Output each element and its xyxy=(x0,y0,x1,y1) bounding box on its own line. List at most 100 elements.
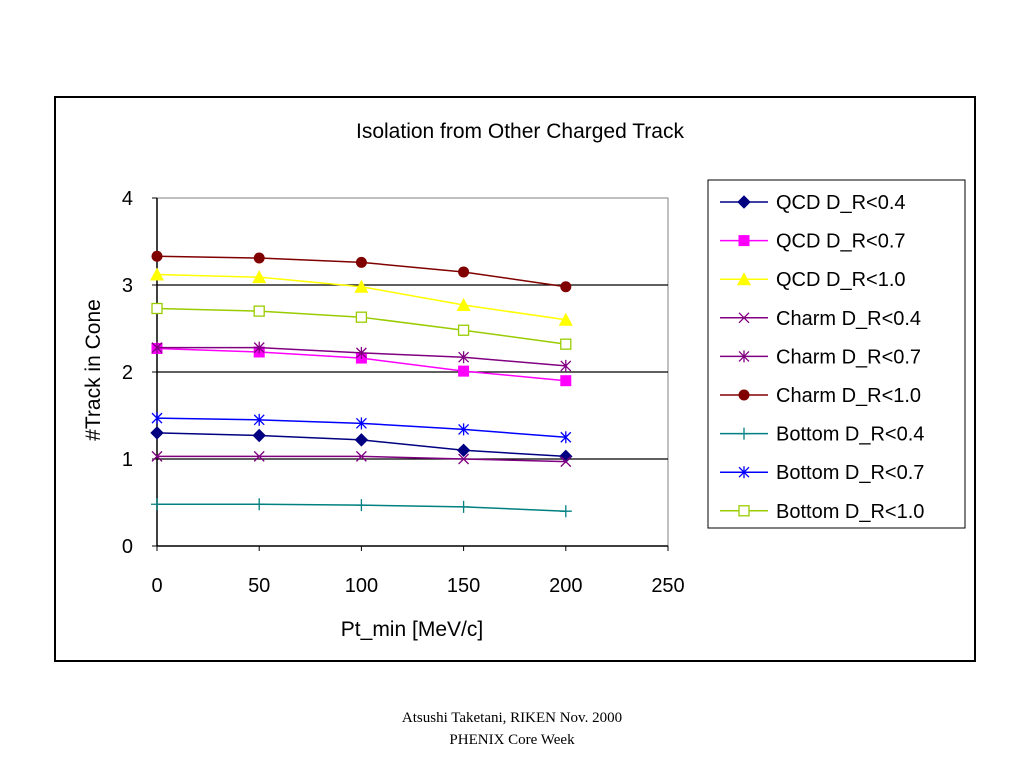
data-point xyxy=(151,302,163,315)
legend-swatch-marker xyxy=(738,466,750,479)
legend-items: QCD D_R<0.4 QCD D_R<0.7 QCD D_R<1.0 Charm D… xyxy=(720,192,924,523)
series-4 xyxy=(151,450,572,468)
legend-item: QCD D_R<0.7 xyxy=(720,231,906,253)
legend-swatch-marker xyxy=(738,312,750,324)
data-point xyxy=(151,250,163,262)
data-point xyxy=(355,417,367,430)
data-point xyxy=(252,270,267,284)
legend-label: Bottom D_R<0.7 xyxy=(776,462,924,484)
series-6 xyxy=(151,250,572,293)
x-axis-title: Pt_min [MeV/c] xyxy=(341,618,483,641)
data-point xyxy=(458,423,470,436)
x-ticks: 0 50 100 150 200 250 xyxy=(151,546,685,597)
legend-swatch-marker xyxy=(738,427,750,440)
legend-box xyxy=(707,179,966,529)
data-point xyxy=(253,305,265,317)
y-tick-label: 0 xyxy=(122,536,133,558)
data-point xyxy=(458,453,470,465)
legend: QCD D_R<0.4 QCD D_R<0.7 QCD D_R<1.0 Charm D… xyxy=(707,179,966,529)
data-point xyxy=(151,450,163,462)
data-point xyxy=(253,413,265,426)
chart-svg: Isolation from Other Charged Track 0 1 2 3 4… xyxy=(82,120,966,641)
data-point xyxy=(355,256,367,268)
data-point xyxy=(457,500,470,513)
legend-item: Charm D_R<0.7 xyxy=(720,346,921,368)
data-point xyxy=(355,499,368,512)
y-axis-title: #Track in Cone xyxy=(82,299,105,441)
data-point xyxy=(456,298,471,312)
legend-swatch-marker xyxy=(737,272,751,286)
x-tick-label: 250 xyxy=(651,575,684,597)
legend-label: Charm D_R<0.4 xyxy=(776,308,921,330)
data-point xyxy=(150,267,164,281)
data-point xyxy=(355,311,368,323)
legend-label: Bottom D_R<1.0 xyxy=(776,501,924,523)
y-tick-label: 1 xyxy=(122,449,133,471)
legend-item: Charm D_R<1.0 xyxy=(720,385,921,407)
data-point xyxy=(560,359,572,372)
data-point xyxy=(560,281,572,293)
data-point xyxy=(558,312,573,326)
data-point xyxy=(252,428,266,443)
legend-label: QCD D_R<0.7 xyxy=(776,231,906,253)
chart-frame: Isolation from Other Charged Track 0 1 2 3 4… xyxy=(54,96,976,662)
x-tick-label: 50 xyxy=(248,575,270,597)
legend-swatch-marker xyxy=(738,235,750,247)
x-tick-label: 150 xyxy=(447,575,480,597)
legend-label: QCD D_R<1.0 xyxy=(776,269,906,291)
series-8 xyxy=(151,412,572,444)
legend-item: Bottom D_R<1.0 xyxy=(720,501,924,523)
data-point xyxy=(253,341,265,354)
series-7 xyxy=(151,498,572,518)
series-3 xyxy=(150,267,573,326)
x-tick-label: 100 xyxy=(345,575,378,597)
legend-swatch-marker xyxy=(738,350,750,363)
data-point xyxy=(458,266,470,278)
series-9 xyxy=(151,302,572,350)
legend-item: Bottom D_R<0.4 xyxy=(720,424,924,446)
data-point xyxy=(560,431,572,444)
data-point xyxy=(456,443,471,458)
series-layer xyxy=(150,250,573,518)
data-point xyxy=(151,412,163,425)
data-point xyxy=(355,346,367,359)
data-point xyxy=(355,450,367,462)
x-tick-label: 200 xyxy=(549,575,582,597)
footer-event: PHENIX Core Week xyxy=(449,732,575,748)
gridlines xyxy=(157,284,668,460)
legend-item: Bottom D_R<0.7 xyxy=(720,462,924,484)
footer: Atsushi Taketani, RIKEN Nov. 2000 PHENIX… xyxy=(0,707,1024,751)
legend-swatch-marker xyxy=(737,195,751,209)
data-point xyxy=(458,365,470,377)
y-ticks: 0 1 2 3 4 xyxy=(122,188,157,558)
legend-item: QCD D_R<1.0 xyxy=(720,269,906,291)
y-tick-label: 3 xyxy=(122,275,133,297)
footer-author: Atsushi Taketani, RIKEN Nov. 2000 xyxy=(401,710,623,726)
data-point xyxy=(559,505,572,518)
x-tick-label: 0 xyxy=(151,575,162,597)
data-point xyxy=(560,375,572,387)
data-point xyxy=(253,252,265,264)
y-tick-label: 2 xyxy=(122,362,133,384)
legend-swatch-marker xyxy=(738,389,750,401)
data-point xyxy=(354,433,369,447)
series-5 xyxy=(151,341,572,372)
legend-label: Bottom D_R<0.4 xyxy=(776,424,924,446)
legend-swatch-marker xyxy=(738,505,750,517)
data-point xyxy=(150,426,164,440)
legend-item: Charm D_R<0.4 xyxy=(720,308,921,330)
data-point xyxy=(253,498,266,511)
data-point xyxy=(151,341,163,354)
chart-title: Isolation from Other Charged Track xyxy=(356,120,684,143)
data-point xyxy=(457,324,470,336)
data-point xyxy=(560,456,572,468)
legend-label: Charm D_R<1.0 xyxy=(776,385,921,407)
legend-label: Charm D_R<0.7 xyxy=(776,346,921,368)
data-point xyxy=(560,338,572,350)
legend-label: QCD D_R<0.4 xyxy=(776,192,906,214)
data-point xyxy=(151,498,163,511)
y-tick-label: 4 xyxy=(122,188,133,210)
data-point xyxy=(253,450,265,462)
data-point xyxy=(354,279,369,293)
data-point xyxy=(458,351,470,364)
